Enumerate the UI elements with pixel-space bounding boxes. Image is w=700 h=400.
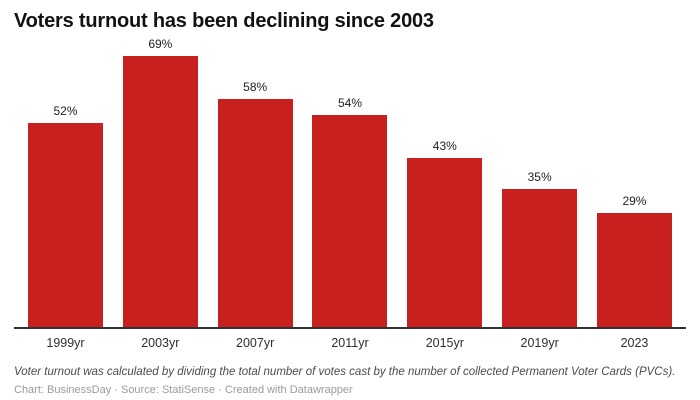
x-axis-tick-label: 2023 [620,336,649,350]
bar [28,123,103,327]
chart-attribution: Chart: BusinessDay · Source: StatiSense … [14,384,353,396]
bar-column: 54% [312,96,388,327]
x-axis-line [14,327,686,329]
x-axis-tick-label: 2015yr [425,336,464,350]
x-axis-tick-label: 2011yr [331,336,369,350]
x-axis-tick-label: 2019yr [520,336,559,350]
bar [502,189,578,327]
bar [217,99,293,327]
x-axis-labels: 1999yr 2003yr 2007yr 2011yr 2015yr 2019yr 2023 [14,336,686,350]
x-axis-tick-label: 2003yr [141,336,180,350]
chart-footnote: Voter turnout was calculated by dividing… [14,366,676,378]
x-axis-tick-label: 2007yr [236,336,275,350]
x-axis-tick-label: 1999yr [46,336,85,350]
bar-value-label: 69% [148,37,173,51]
bar-column: 35% [502,170,578,327]
bar-column: 69% [122,37,198,327]
bar-chart: 52% 69% 58% 54% 43% 35% 29% 1999yr 2003yr 2007yr… [14,34,686,350]
bar-value-label: 54% [337,96,362,110]
bar [312,115,388,327]
bar-column: 52% [28,104,103,327]
bar [407,158,483,327]
bar [122,56,198,327]
bar-value-label: 52% [53,104,78,118]
bar-column: 43% [407,139,483,327]
bar-column: 58% [217,80,293,327]
bar-value-label: 58% [243,80,268,94]
bar [596,213,672,327]
bar-value-label: 29% [622,194,647,208]
bar-value-label: 43% [432,139,457,153]
chart-title: Voters turnout has been declining since … [14,10,434,32]
bar-column: 29% [596,194,672,327]
bars-area: 52% 69% 58% 54% 43% 35% 29% [14,34,686,327]
bar-value-label: 35% [527,170,552,184]
